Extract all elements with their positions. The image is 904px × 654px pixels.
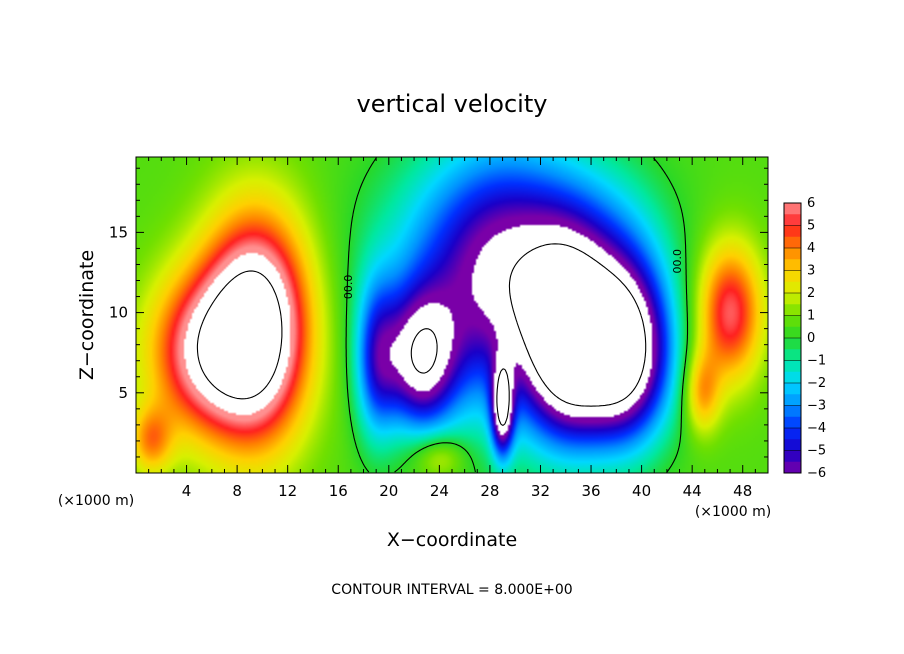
x-tick-label: 32 [531, 482, 550, 500]
colorbar-swatch [784, 371, 801, 384]
colorbar-swatch [784, 360, 801, 373]
x-tick-label: 12 [278, 482, 297, 500]
colorbar: 6 5 4 3 2 1 0 −1 −2 −3 −4 −5 −6 [783, 196, 826, 481]
x-axis-ticks: 4 8 12 16 20 24 28 32 36 40 44 48 [148, 157, 756, 500]
colorbar-swatch [784, 450, 801, 463]
y-tick-label: 15 [109, 223, 128, 241]
x-tick-label: 40 [632, 482, 651, 500]
colorbar-swatch [784, 315, 801, 328]
colorbar-label: −6 [807, 466, 826, 481]
x-tick-label: 4 [182, 482, 192, 500]
colorbar-swatch [784, 304, 801, 316]
heatmap-field [136, 157, 768, 473]
chart-title: vertical velocity [357, 90, 548, 118]
contour-interval: CONTOUR INTERVAL = 8.000E+00 [331, 582, 572, 598]
y-axis-label: Z−coordinate [76, 250, 98, 380]
y-tick-label: 5 [118, 384, 128, 402]
contour-label-2: 00.0 [671, 249, 684, 274]
colorbar-swatch [784, 428, 801, 440]
colorbar-swatch [784, 203, 801, 215]
contour-labels: 00.0 00.0 [342, 249, 684, 299]
x-tick-label: 44 [683, 482, 702, 500]
contour-line-neg [410, 243, 647, 426]
y-axis-ticks: 5 10 15 [109, 167, 768, 458]
colorbar-swatch [784, 214, 801, 226]
colorbar-label: 4 [807, 241, 815, 256]
contour-line-zero [345, 157, 689, 473]
colorbar-label: −5 [807, 444, 826, 459]
colorbar-swatch [784, 349, 801, 361]
colorbar-label: −4 [807, 421, 826, 436]
colorbar-swatch [784, 439, 801, 451]
contour-line-pos [196, 270, 283, 400]
colorbar-label: 3 [807, 264, 815, 279]
colorbar-swatch [784, 270, 801, 283]
colorbar-label: −3 [807, 399, 826, 414]
x-tick-label: 36 [581, 482, 600, 500]
x-unit-right: (×1000 m) [695, 504, 771, 520]
y-tick-label: 10 [109, 304, 128, 322]
colorbar-swatch [784, 383, 801, 395]
colorbar-swatch [784, 259, 801, 271]
x-tick-label: 20 [379, 482, 398, 500]
x-tick-label: 8 [232, 482, 242, 500]
contour-lines [196, 157, 689, 473]
x-tick-label: 16 [329, 482, 348, 500]
colorbar-label: −2 [807, 376, 826, 391]
colorbar-swatch [784, 338, 801, 350]
colorbar-swatch [784, 293, 801, 305]
colorbar-label: 6 [807, 196, 815, 211]
colorbar-label: 1 [807, 309, 815, 324]
colorbar-label: 0 [807, 331, 815, 346]
colorbar-swatch [784, 394, 801, 406]
x-unit-left: (×1000 m) [58, 493, 134, 509]
contour-label-1: 00.0 [342, 275, 355, 300]
colorbar-label: 5 [807, 219, 815, 234]
colorbar-swatch [784, 225, 801, 238]
x-tick-label: 28 [480, 482, 499, 500]
colorbar-swatch [784, 326, 801, 339]
colorbar-swatch [784, 461, 801, 474]
x-tick-label: 24 [430, 482, 449, 500]
colorbar-swatch [784, 236, 801, 249]
x-axis-label: X−coordinate [387, 529, 517, 551]
colorbar-swatch [784, 281, 801, 294]
x-tick-label: 48 [733, 482, 752, 500]
colorbar-label: 2 [807, 286, 815, 301]
colorbar-label: −1 [807, 354, 826, 369]
colorbar-swatch [784, 405, 801, 418]
colorbar-swatch [784, 248, 801, 260]
colorbar-swatch [784, 416, 801, 429]
